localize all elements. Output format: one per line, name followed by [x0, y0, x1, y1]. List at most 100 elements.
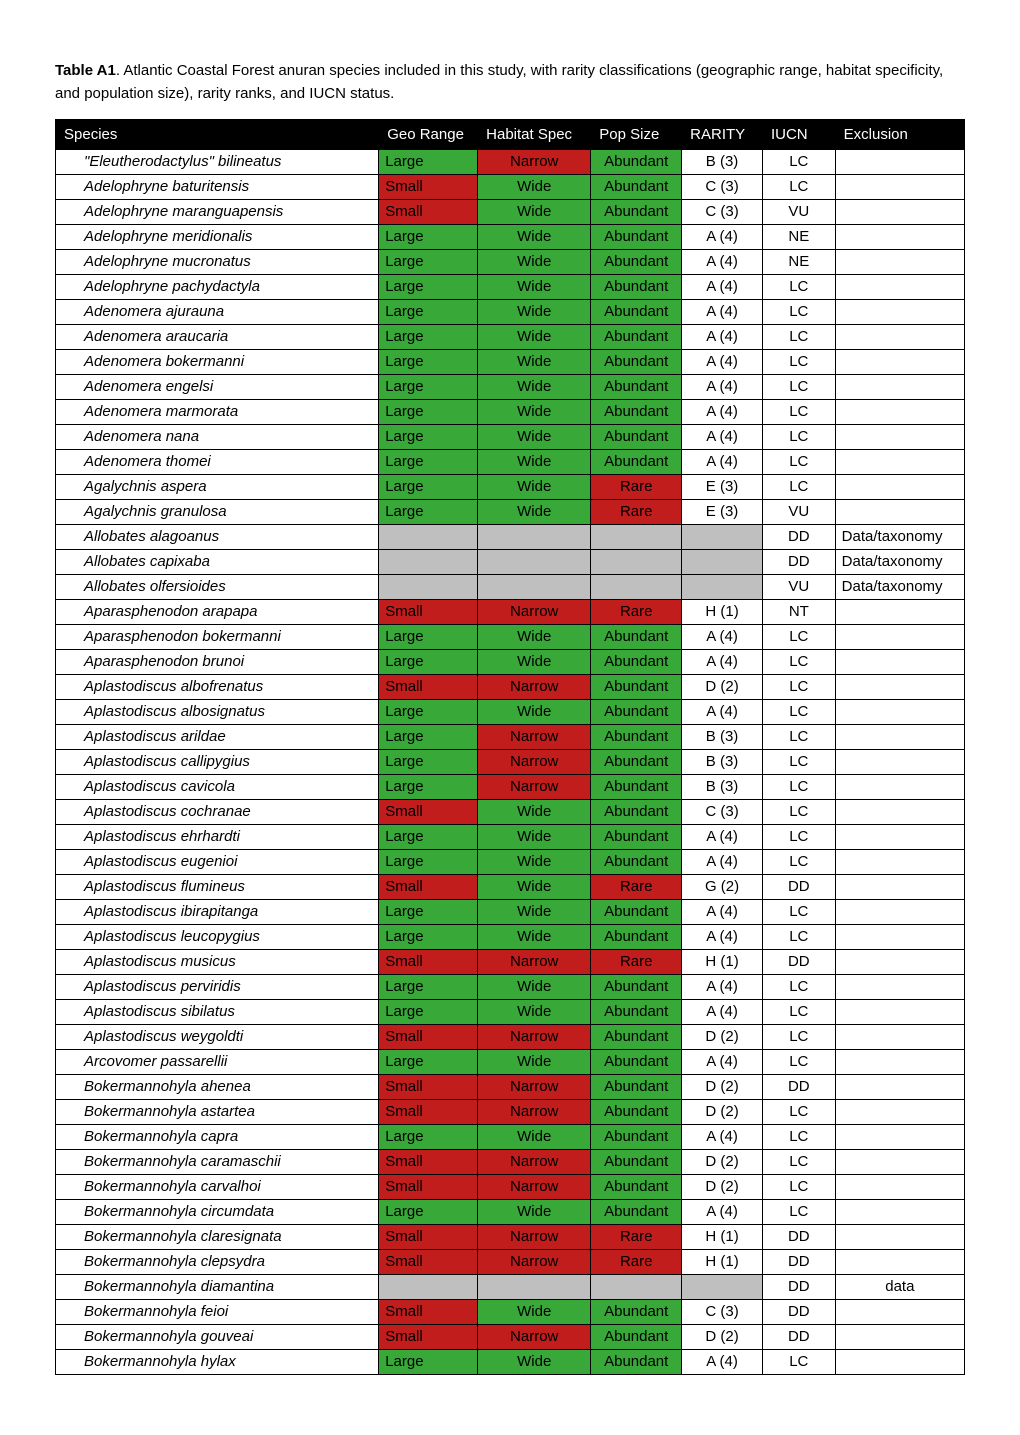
cell-iucn: LC	[762, 175, 835, 200]
cell-popsize: Rare	[591, 875, 682, 900]
cell-species: Bokermannohyla claresignata	[56, 1225, 379, 1250]
cell-rarity: D (2)	[682, 1075, 763, 1100]
cell-habitat: Narrow	[478, 1150, 591, 1175]
cell-georange: Small	[379, 200, 478, 225]
cell-species: Adenomera engelsi	[56, 375, 379, 400]
cell-exclusion	[835, 625, 964, 650]
cell-species: Aplastodiscus ehrhardti	[56, 825, 379, 850]
cell-popsize: Rare	[591, 475, 682, 500]
cell-species: Allobates alagoanus	[56, 525, 379, 550]
cell-iucn: LC	[762, 650, 835, 675]
cell-iucn: LC	[762, 475, 835, 500]
table-row: Adenomera thomeiLargeWideAbundantA (4)LC	[56, 450, 965, 475]
cell-iucn: DD	[762, 550, 835, 575]
cell-exclusion: Data/taxonomy	[835, 525, 964, 550]
cell-popsize: Abundant	[591, 725, 682, 750]
cell-exclusion: data	[835, 1275, 964, 1300]
table-row: Adenomera nanaLargeWideAbundantA (4)LC	[56, 425, 965, 450]
cell-georange: Large	[379, 225, 478, 250]
cell-georange: Small	[379, 1150, 478, 1175]
cell-rarity: A (4)	[682, 350, 763, 375]
cell-habitat: Narrow	[478, 1075, 591, 1100]
cell-iucn: LC	[762, 975, 835, 1000]
cell-species: Aplastodiscus albofrenatus	[56, 675, 379, 700]
cell-habitat: Narrow	[478, 775, 591, 800]
cell-exclusion	[835, 350, 964, 375]
cell-georange: Small	[379, 875, 478, 900]
col-iucn: IUCN	[762, 120, 835, 150]
cell-species: Arcovomer passarellii	[56, 1050, 379, 1075]
cell-exclusion	[835, 1225, 964, 1250]
cell-georange: Large	[379, 400, 478, 425]
cell-rarity	[682, 525, 763, 550]
cell-popsize: Abundant	[591, 1150, 682, 1175]
cell-iucn: NE	[762, 250, 835, 275]
cell-georange: Small	[379, 1325, 478, 1350]
table-row: Bokermannohyla gouveaiSmallNarrowAbundan…	[56, 1325, 965, 1350]
table-row: Aplastodiscus weygoldtiSmallNarrowAbunda…	[56, 1025, 965, 1050]
cell-rarity: H (1)	[682, 1225, 763, 1250]
cell-georange: Large	[379, 300, 478, 325]
cell-georange: Large	[379, 275, 478, 300]
cell-species: Adelophryne meridionalis	[56, 225, 379, 250]
cell-georange: Large	[379, 500, 478, 525]
cell-rarity	[682, 1275, 763, 1300]
table-row: Aplastodiscus leucopygiusLargeWideAbunda…	[56, 925, 965, 950]
table-row: Aplastodiscus albosignatusLargeWideAbund…	[56, 700, 965, 725]
cell-exclusion	[835, 325, 964, 350]
cell-species: Bokermannohyla carvalhoi	[56, 1175, 379, 1200]
cell-rarity: B (3)	[682, 725, 763, 750]
table-row: Adenomera ajuraunaLargeWideAbundantA (4)…	[56, 300, 965, 325]
cell-rarity: A (4)	[682, 700, 763, 725]
cell-iucn: LC	[762, 350, 835, 375]
cell-rarity: A (4)	[682, 975, 763, 1000]
cell-iucn: VU	[762, 500, 835, 525]
cell-rarity: A (4)	[682, 250, 763, 275]
cell-habitat: Narrow	[478, 1025, 591, 1050]
cell-georange: Small	[379, 1175, 478, 1200]
cell-iucn: DD	[762, 1300, 835, 1325]
cell-iucn: LC	[762, 1125, 835, 1150]
cell-habitat: Wide	[478, 350, 591, 375]
cell-habitat: Wide	[478, 1125, 591, 1150]
cell-rarity: C (3)	[682, 800, 763, 825]
cell-exclusion	[835, 1350, 964, 1375]
table-row: Aplastodiscus callipygiusLargeNarrowAbun…	[56, 750, 965, 775]
cell-iucn: LC	[762, 850, 835, 875]
cell-species: Allobates capixaba	[56, 550, 379, 575]
cell-iucn: VU	[762, 575, 835, 600]
cell-popsize: Abundant	[591, 975, 682, 1000]
cell-iucn: DD	[762, 950, 835, 975]
cell-rarity: A (4)	[682, 1200, 763, 1225]
cell-georange: Small	[379, 1225, 478, 1250]
cell-iucn: DD	[762, 1325, 835, 1350]
cell-species: Adenomera ajurauna	[56, 300, 379, 325]
table-row: Aplastodiscus flumineusSmallWideRareG (2…	[56, 875, 965, 900]
table-row: Agalychnis asperaLargeWideRareE (3)LC	[56, 475, 965, 500]
cell-popsize: Abundant	[591, 675, 682, 700]
cell-iucn: LC	[762, 775, 835, 800]
cell-habitat: Wide	[478, 450, 591, 475]
table-row: Bokermannohyla capraLargeWideAbundantA (…	[56, 1125, 965, 1150]
cell-exclusion	[835, 1175, 964, 1200]
cell-iucn: LC	[762, 425, 835, 450]
cell-rarity	[682, 575, 763, 600]
cell-habitat: Narrow	[478, 1100, 591, 1125]
cell-georange: Large	[379, 775, 478, 800]
col-species: Species	[56, 120, 379, 150]
cell-popsize: Abundant	[591, 850, 682, 875]
cell-species: Adenomera marmorata	[56, 400, 379, 425]
cell-rarity: A (4)	[682, 900, 763, 925]
cell-species: Aplastodiscus callipygius	[56, 750, 379, 775]
cell-exclusion	[835, 450, 964, 475]
table-row: "Eleutherodactylus" bilineatusLargeNarro…	[56, 150, 965, 175]
cell-habitat: Narrow	[478, 675, 591, 700]
cell-exclusion	[835, 1125, 964, 1150]
table-row: Aplastodiscus cavicolaLargeNarrowAbundan…	[56, 775, 965, 800]
cell-iucn: DD	[762, 1225, 835, 1250]
cell-rarity: C (3)	[682, 1300, 763, 1325]
cell-habitat: Wide	[478, 375, 591, 400]
cell-habitat: Wide	[478, 925, 591, 950]
cell-rarity: C (3)	[682, 175, 763, 200]
cell-exclusion	[835, 1250, 964, 1275]
